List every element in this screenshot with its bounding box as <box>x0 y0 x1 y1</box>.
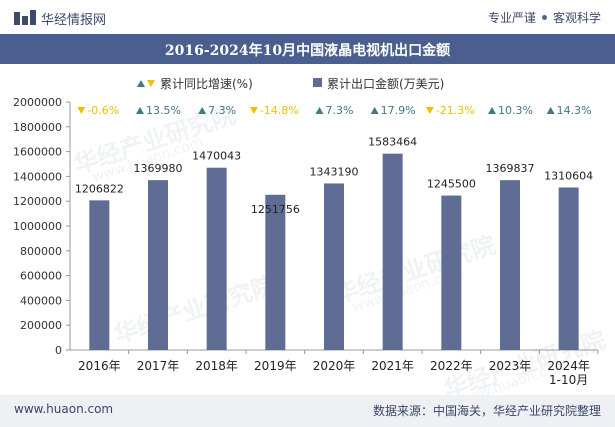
bar-value-label: 1206822 <box>75 182 124 195</box>
x-tick-label: 1-10月 <box>549 373 588 387</box>
x-tick-label: 2024年 <box>547 359 590 373</box>
bar-value-label: 1310604 <box>544 169 593 182</box>
bar <box>382 153 403 350</box>
growth-label: 7.3% <box>208 104 236 117</box>
growth-label: 7.3% <box>326 104 354 117</box>
growth-up-icon <box>546 107 555 114</box>
y-tick-label: 1000000 <box>13 220 62 233</box>
bar-value-label: 1470043 <box>192 150 241 163</box>
y-tick-label: 800000 <box>20 245 62 258</box>
bar <box>324 183 344 350</box>
legend-growth-up-icon <box>137 80 145 87</box>
legend-growth-label: 累计同比增速(%) <box>160 77 253 91</box>
x-tick-label: 2017年 <box>137 359 180 373</box>
bar-value-label: 1343190 <box>310 165 359 178</box>
x-tick-label: 2020年 <box>313 359 356 373</box>
growth-label: 14.3% <box>557 104 592 117</box>
growth-up-icon <box>136 107 144 114</box>
growth-label: 13.5% <box>146 104 181 117</box>
x-tick-label: 2023年 <box>489 359 532 373</box>
growth-up-icon <box>370 107 379 114</box>
legend-growth-down-icon <box>147 80 155 87</box>
bar-value-label: 1245500 <box>427 178 476 191</box>
x-tick-label: 2016年 <box>78 359 121 373</box>
legend-value-label: 累计出口金额(万美元) <box>327 76 444 91</box>
y-tick-label: 200000 <box>20 319 62 332</box>
growth-label: -14.8% <box>260 104 299 117</box>
bar <box>265 194 286 350</box>
x-tick-label: 2019年 <box>254 359 297 373</box>
growth-down-icon <box>77 107 86 114</box>
brand-name: 华经情报网 <box>41 13 107 28</box>
bar-value-label: 1369980 <box>134 162 183 175</box>
bar <box>206 167 227 350</box>
y-tick-label: 2000000 <box>13 96 62 109</box>
x-tick-label: 2018年 <box>195 359 238 373</box>
logo-icon <box>14 10 36 25</box>
tagline: 专业严谨 客观科学 <box>488 9 601 26</box>
x-tick-label: 2022年 <box>430 359 473 373</box>
bar <box>558 187 579 350</box>
footer-source: 数据来源：中国海关，华经产业研究院整理 <box>372 404 601 418</box>
growth-up-icon <box>315 107 324 114</box>
separator-dot-icon <box>541 15 547 20</box>
y-tick-label: 1800000 <box>13 121 62 134</box>
bar <box>148 180 168 350</box>
y-tick-label: 600000 <box>20 270 62 283</box>
footer: www.huaon.com 数据来源：中国海关，华经产业研究院整理 <box>0 395 615 427</box>
y-tick-label: 1400000 <box>13 170 62 183</box>
tagline-left: 专业严谨 <box>487 11 536 25</box>
bar-value-label: 1251756 <box>251 203 300 216</box>
growth-label: -21.3% <box>436 104 475 117</box>
y-tick-label: 1200000 <box>13 195 62 208</box>
tagline-right: 客观科学 <box>552 11 601 25</box>
bar-value-label: 1583464 <box>368 136 417 149</box>
x-tick-label: 2021年 <box>371 359 414 373</box>
growth-up-icon <box>488 107 496 114</box>
growth-down-icon <box>425 107 434 114</box>
bar-chart: 累计同比增速(%) 累计出口金额(万美元) 0 200000 400000 600000 8… <box>13 76 599 387</box>
legend-value-swatch <box>313 78 322 87</box>
bar <box>89 200 110 350</box>
title-bar: 2016-2024年10月中国液晶电视机出口金额 <box>0 34 615 64</box>
bar-value-label: 1369837 <box>486 162 535 175</box>
y-tick-label: 1600000 <box>13 146 62 159</box>
growth-down-icon <box>249 107 258 114</box>
bar <box>441 195 462 350</box>
y-tick-label: 0 <box>55 344 62 357</box>
growth-label: -0.6% <box>87 104 119 117</box>
bar <box>500 180 520 350</box>
chart-title: 2016-2024年10月中国液晶电视机出口金额 <box>164 43 451 59</box>
footer-site: www.huaon.com <box>14 402 114 416</box>
top-bar: 华经情报网 专业严谨 客观科学 <box>0 0 615 34</box>
y-tick-label: 400000 <box>20 294 62 307</box>
growth-label: 10.3% <box>498 104 533 117</box>
growth-label: 17.9% <box>381 104 416 117</box>
growth-up-icon <box>198 107 207 114</box>
